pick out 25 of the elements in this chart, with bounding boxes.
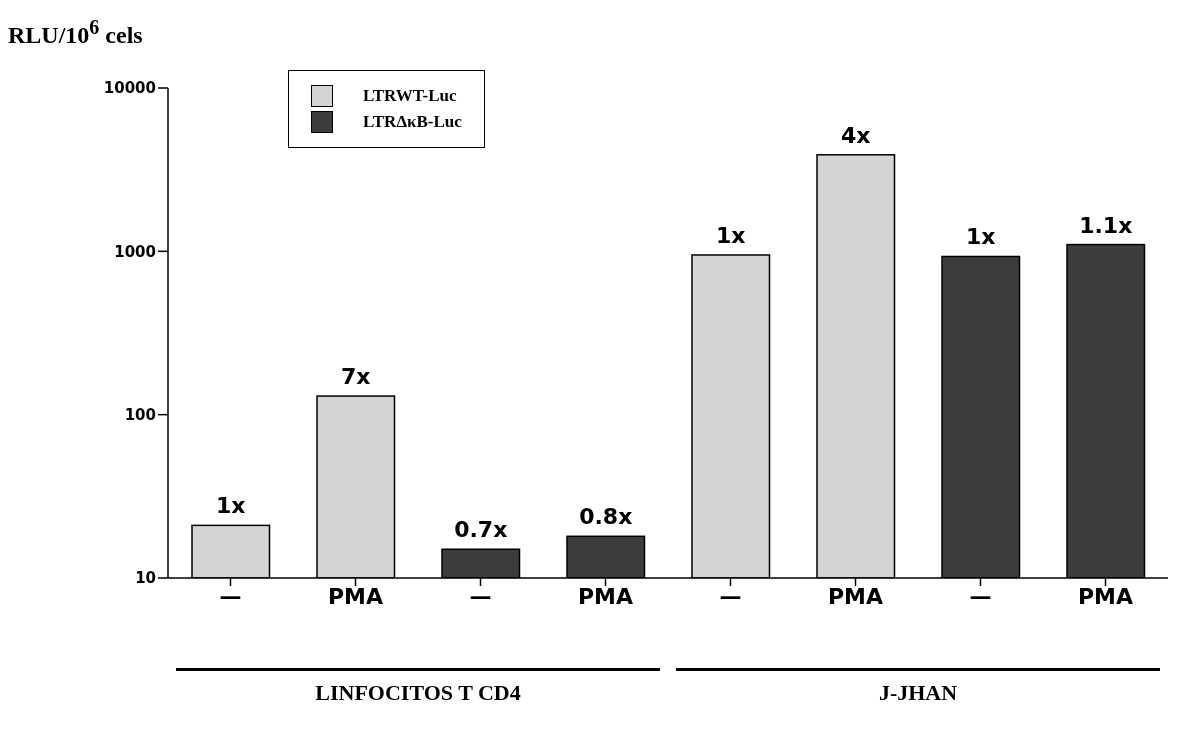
- x-tick-label: PMA: [1077, 583, 1134, 609]
- y-axis-title: RLU/10$^{6}$ cels: [8, 16, 143, 49]
- x-tick-label: —: [719, 583, 742, 609]
- annotation: 4x: [841, 122, 871, 148]
- y-tick-label: 10000: [103, 79, 156, 98]
- text: J-JHAN: [877, 680, 959, 706]
- annotation: 1x: [966, 224, 996, 250]
- x-tick-label: PMA: [577, 583, 634, 609]
- x-tick-label: —: [219, 583, 242, 609]
- annotation: 1x: [716, 222, 746, 248]
- x-tick-label: —: [969, 583, 992, 609]
- y-tick-label: 1000: [114, 242, 156, 261]
- annotation: 0.8x: [579, 504, 633, 530]
- y-tick-label: 10: [135, 569, 156, 588]
- x-tick-label: PMA: [827, 583, 884, 609]
- text: LINFOCITOS T CD4: [314, 680, 522, 706]
- annotation: 1x: [216, 493, 246, 519]
- y-tick-label: 100: [124, 405, 156, 424]
- annotation: 1.1x: [1079, 212, 1133, 238]
- x-tick-label: —: [469, 583, 492, 609]
- annotation: 7x: [341, 364, 371, 390]
- annotation: 0.7x: [454, 517, 508, 543]
- x-tick-label: PMA: [327, 583, 384, 609]
- legend-label: LTRΔκB-Luc: [363, 112, 462, 132]
- legend-label: LTRWT-Luc: [363, 86, 457, 106]
